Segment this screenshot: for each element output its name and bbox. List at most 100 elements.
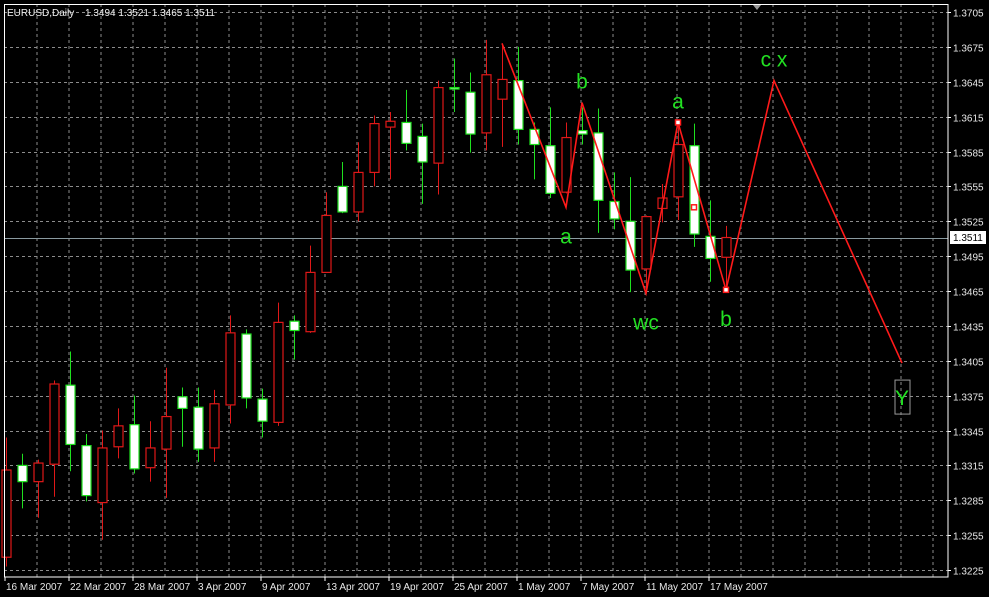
candle-body <box>305 271 316 333</box>
candle-body <box>1 469 12 558</box>
candle-body <box>417 135 428 163</box>
candle <box>161 367 172 498</box>
candle-body <box>257 398 268 422</box>
chart-shift-marker[interactable] <box>753 5 761 10</box>
time-tick-label: 13 Apr 2007 <box>326 582 380 593</box>
candle <box>113 408 124 459</box>
candle-body <box>481 74 492 134</box>
time-tick-label: 3 Apr 2007 <box>198 582 247 593</box>
price-tick-label: 1.3315 <box>953 462 984 473</box>
symbol-timeframe: EURUSD,Daily <box>7 8 74 19</box>
candle <box>33 459 44 518</box>
price-tick-label: 1.3255 <box>953 532 984 543</box>
candle-body <box>465 91 476 135</box>
candle-body <box>721 236 732 258</box>
candle <box>673 122 684 221</box>
candle <box>513 46 524 145</box>
candle <box>689 123 700 247</box>
price-tick-label: 1.3375 <box>953 393 984 404</box>
candle-body <box>97 447 108 504</box>
candle-body <box>81 445 92 497</box>
candle <box>417 123 428 204</box>
candle <box>17 453 28 509</box>
candle <box>49 380 60 497</box>
current-price-value: 1.3511 <box>953 233 983 244</box>
wave-label: a <box>560 225 572 248</box>
time-tick-label: 17 May 2007 <box>710 582 768 593</box>
plot-border <box>4 4 949 578</box>
wave-label: a <box>672 90 684 113</box>
time-axis: 16 Mar 2007 22 Mar 2007 28 Mar 2007 3 Apr 2… <box>4 577 768 593</box>
wave-label: c x <box>761 49 788 72</box>
grid <box>4 4 948 577</box>
candle-body <box>177 396 188 410</box>
candle-body <box>209 403 220 449</box>
candle-body <box>129 424 140 470</box>
candle <box>369 115 380 187</box>
price-tick-label: 1.3405 <box>953 358 984 369</box>
price-tick-label: 1.3615 <box>953 114 984 125</box>
candle-body <box>241 333 252 399</box>
candle-body <box>513 79 524 131</box>
candle-body <box>401 121 412 144</box>
wave-label: b <box>576 71 588 94</box>
time-tick-label: 7 May 2007 <box>582 582 635 593</box>
candle-body <box>273 321 284 423</box>
candle-body <box>529 128 540 146</box>
chart-title: EURUSD,Daily 1.3494 1.3521 1.3465 1.3511 <box>7 8 215 19</box>
candle <box>497 43 508 147</box>
time-tick-label: 1 May 2007 <box>518 582 571 593</box>
candle-body <box>337 185 348 213</box>
candle <box>561 122 572 194</box>
candle <box>241 329 252 409</box>
candle-body <box>145 447 156 469</box>
candles <box>1 39 732 567</box>
candle <box>193 387 204 462</box>
price-tick-label: 1.3285 <box>953 497 984 508</box>
current-price-label: 1.3511 <box>950 231 986 244</box>
price-tick-label: 1.3495 <box>953 253 984 264</box>
candle <box>353 142 364 222</box>
time-tick-label: 16 Mar 2007 <box>6 582 63 593</box>
price-tick-label: 1.3675 <box>953 44 984 55</box>
candle <box>321 192 332 274</box>
zigzag-marker <box>674 119 682 126</box>
candle-body <box>33 462 44 483</box>
candle-body <box>385 120 396 128</box>
candle-body <box>17 464 28 483</box>
candle-body <box>321 214 332 274</box>
price-tick-label: 1.3225 <box>953 567 984 578</box>
candle-body <box>289 320 300 332</box>
candle-body <box>65 384 76 446</box>
candle <box>1 437 12 567</box>
candle-body <box>577 129 588 135</box>
candle <box>385 111 396 180</box>
candle <box>145 421 156 482</box>
time-tick-label: 28 Mar 2007 <box>134 582 191 593</box>
candle-body <box>113 425 124 448</box>
price-tick-label: 1.3345 <box>953 428 984 439</box>
time-tick-label: 19 Apr 2007 <box>390 582 444 593</box>
candle-body <box>561 136 572 193</box>
candle-body <box>193 406 204 450</box>
candle <box>641 215 652 294</box>
candle <box>337 161 348 214</box>
candle <box>81 433 92 502</box>
zigzag-indicator: a b wc a b c x Y <box>501 43 911 415</box>
zigzag-line <box>501 43 903 364</box>
price-tick-label: 1.3555 <box>953 183 984 194</box>
wave-label: b <box>720 308 732 331</box>
candle <box>433 80 444 195</box>
candle <box>305 245 316 333</box>
candle-body <box>689 145 700 235</box>
price-tick-label: 1.3435 <box>953 323 984 334</box>
price-tick-label: 1.3525 <box>953 218 984 229</box>
candle-body <box>225 332 236 406</box>
candle <box>401 89 412 151</box>
wave-label-box <box>894 379 911 415</box>
price-tick-label: 1.3705 <box>953 9 984 20</box>
candle <box>257 388 268 438</box>
wave-label: Y <box>895 387 909 410</box>
